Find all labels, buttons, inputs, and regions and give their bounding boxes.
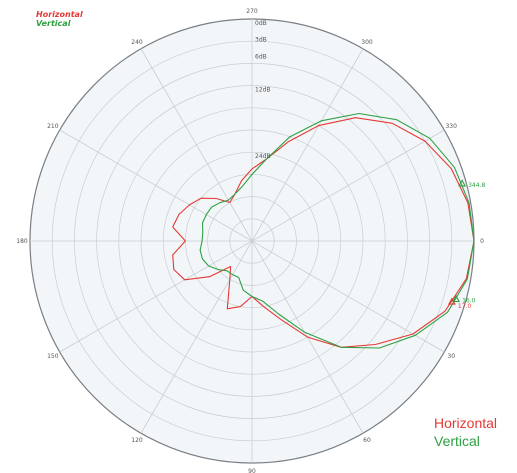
angle-tick-330: 330 bbox=[445, 123, 457, 130]
angle-tick-120: 120 bbox=[131, 437, 143, 444]
radial-tick-labels: 0dB 3dB 6dB 12dB 24dB bbox=[255, 20, 271, 160]
radial-label-6db: 6dB bbox=[255, 53, 267, 60]
marker-horizontal-2 bbox=[447, 297, 456, 305]
angle-tick-30: 30 bbox=[447, 353, 455, 360]
angle-tick-labels: 0 30 60 90 120 150 180 210 240 270 300 330 bbox=[16, 8, 484, 473]
legend-vertical-label: Vertical bbox=[36, 19, 71, 28]
angle-tick-300: 300 bbox=[361, 39, 373, 46]
marker-vertical-1 bbox=[452, 294, 461, 303]
ring-9 bbox=[51, 40, 453, 442]
angle-tick-60: 60 bbox=[363, 437, 371, 444]
legend-bottom-right: Horizontal Vertical bbox=[434, 414, 497, 450]
series-layer bbox=[172, 112, 475, 349]
legend-horizontal-label: Horizontal bbox=[36, 10, 83, 19]
series-vertical-line bbox=[199, 112, 475, 349]
radial-label-3db: 3dB bbox=[255, 37, 267, 44]
radial-label-24db: 24dB bbox=[255, 153, 271, 160]
angle-tick-210: 210 bbox=[47, 123, 59, 130]
ring-4 bbox=[162, 151, 342, 331]
angle-tick-270: 270 bbox=[246, 8, 258, 15]
legend-bottom-vertical-label: Vertical bbox=[434, 433, 480, 449]
angle-tick-150: 150 bbox=[47, 353, 59, 360]
ring-5 bbox=[140, 129, 364, 353]
legend-top-left: Horizontal Vertical bbox=[36, 10, 83, 28]
legend-bottom-horizontal-label: Horizontal bbox=[434, 415, 498, 431]
ring-8 bbox=[74, 63, 430, 419]
angle-tick-180: 180 bbox=[16, 238, 28, 245]
ring-1 bbox=[229, 218, 275, 264]
ring-6 bbox=[118, 107, 386, 375]
angle-tick-90: 90 bbox=[248, 468, 256, 473]
radial-gridlines bbox=[51, 40, 453, 442]
angle-tick-240: 240 bbox=[131, 39, 143, 46]
marker-label-vertical-1: 16.0 bbox=[462, 298, 476, 305]
series-horizontal-line bbox=[172, 117, 475, 348]
marker-label-horizontal-2: 17.0 bbox=[458, 303, 472, 310]
radial-label-0db: 0dB bbox=[255, 20, 267, 27]
radial-label-12db: 12dB bbox=[255, 87, 271, 94]
marker-layer: 344.8 16.017.0 bbox=[447, 179, 485, 310]
ring-7 bbox=[96, 85, 408, 397]
ring-2 bbox=[207, 196, 297, 286]
marker-vertical-0 bbox=[458, 179, 467, 187]
angle-tick-0: 0 bbox=[480, 238, 484, 245]
marker-label-vertical-0: 344.8 bbox=[468, 182, 485, 189]
